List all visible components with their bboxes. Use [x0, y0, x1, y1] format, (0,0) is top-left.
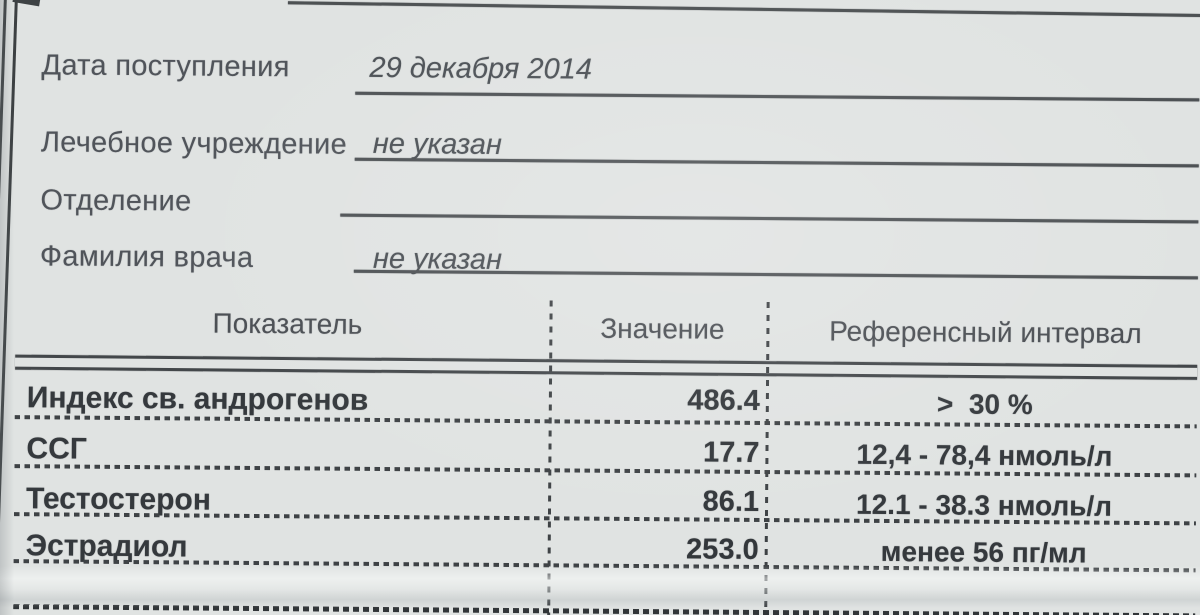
page-left-double-border: [0, 0, 19, 615]
field-label-doctor-name: Фамилия врача: [39, 240, 254, 274]
row-reference-free-androgen-index: > 30 %: [936, 388, 1033, 421]
page-top-border-line: [287, 1, 1200, 18]
column-header-value: Значение: [600, 312, 725, 345]
field-value-admission-date: 29 декабря 2014: [369, 51, 593, 86]
table-bottom-rule: [13, 604, 1196, 615]
field-underline-department: [340, 213, 1199, 224]
field-label-institution: Лечебное учреждение: [40, 126, 348, 161]
row-reference-shbg: 12,4 - 78,4 нмоль/л: [856, 438, 1113, 472]
field-underline-admission-date: [355, 91, 1200, 102]
field-label-admission-date: Дата поступления: [41, 49, 290, 84]
row-indicator-free-androgen-index: Индекс св. андрогенов: [26, 381, 369, 417]
field-underline-institution: [354, 157, 1199, 168]
field-value-institution: не указан: [372, 127, 503, 161]
row-value-shbg: 17.7: [702, 436, 760, 469]
header-double-rule: [15, 354, 1198, 380]
row-value-estradiol: 253.0: [686, 533, 759, 566]
row-value-free-androgen-index: 486.4: [687, 384, 760, 417]
row-value-testosterone: 86.1: [702, 485, 760, 518]
field-label-department: Отделение: [40, 184, 192, 218]
column-header-indicator: Показатель: [212, 307, 363, 340]
column-header-reference: Референсный интервал: [829, 315, 1142, 349]
row-indicator-shbg: ССГ: [26, 432, 87, 466]
